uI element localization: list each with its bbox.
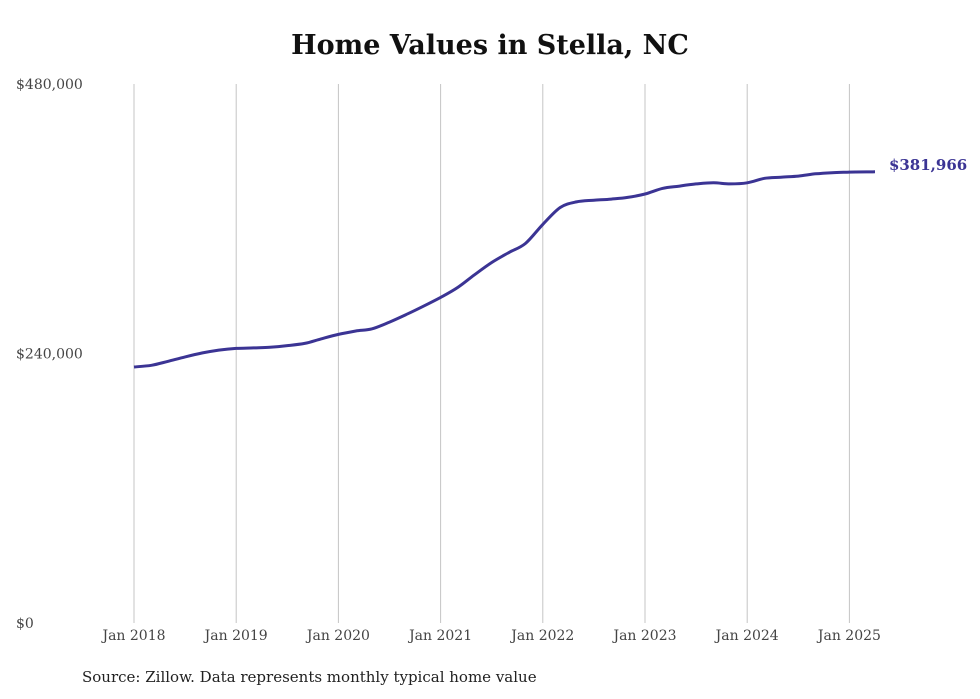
chart-title: Home Values in Stella, NC	[291, 30, 689, 61]
y-tick-label: $0	[16, 616, 34, 632]
x-tick-label: Jan 2025	[816, 628, 881, 644]
source-note: Source: Zillow. Data represents monthly …	[82, 668, 537, 686]
x-tick-label: Jan 2023	[611, 628, 676, 644]
x-tick-label: Jan 2024	[714, 628, 779, 644]
series-line	[133, 170, 876, 369]
y-tick-label: $240,000	[16, 347, 83, 363]
end-value-label: $381,966	[889, 156, 967, 174]
x-tick-label: Jan 2018	[100, 628, 165, 644]
x-tick-label: Jan 2021	[407, 628, 472, 644]
x-tick-label: Jan 2019	[203, 628, 268, 644]
y-tick-label: $480,000	[16, 77, 83, 93]
x-tick-label: Jan 2022	[509, 628, 574, 644]
x-tick-label: Jan 2020	[305, 628, 370, 644]
